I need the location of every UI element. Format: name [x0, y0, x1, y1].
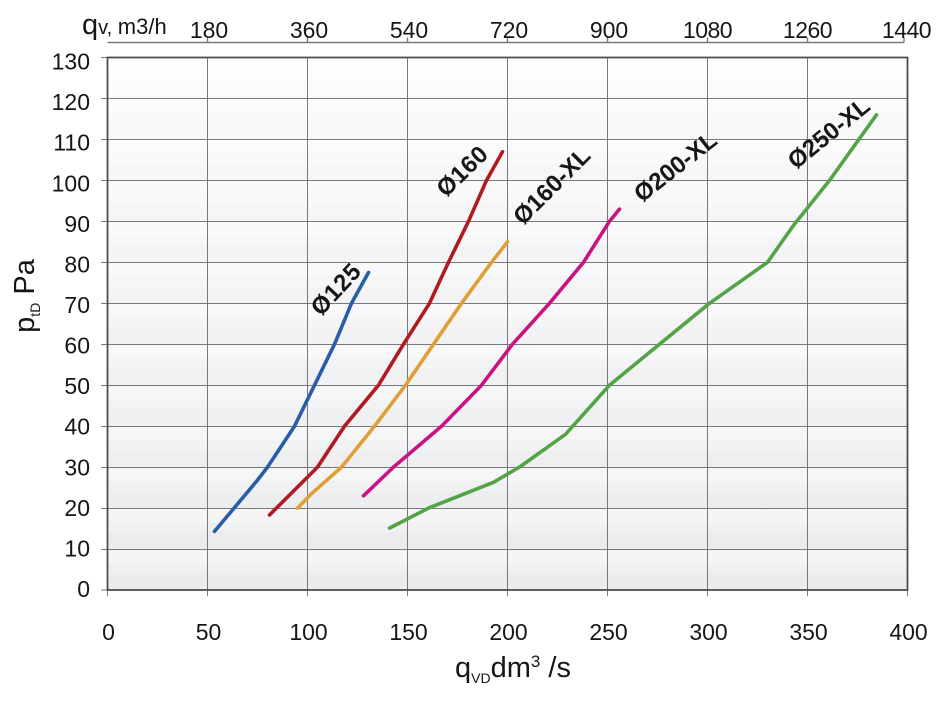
svg-text:120: 120	[52, 89, 90, 115]
svg-text:110: 110	[53, 130, 90, 156]
svg-text:350: 350	[789, 619, 827, 645]
svg-text:qv, m3/h: qv, m3/h	[82, 9, 167, 41]
svg-text:130: 130	[52, 49, 90, 75]
svg-text:180: 180	[190, 17, 228, 43]
svg-text:0: 0	[77, 576, 90, 602]
svg-text:70: 70	[64, 292, 90, 318]
svg-text:50: 50	[64, 373, 90, 399]
svg-text:360: 360	[290, 17, 328, 43]
svg-text:qVDdm3 /s: qVDdm3 /s	[455, 652, 571, 686]
svg-text:1440: 1440	[882, 17, 931, 43]
svg-text:200: 200	[489, 619, 527, 645]
svg-text:50: 50	[196, 619, 222, 645]
svg-text:540: 540	[390, 17, 428, 43]
svg-text:0: 0	[102, 619, 115, 645]
svg-text:30: 30	[64, 454, 90, 480]
svg-text:80: 80	[64, 251, 90, 277]
svg-text:100: 100	[52, 170, 90, 196]
svg-text:100: 100	[289, 619, 327, 645]
svg-text:400: 400	[889, 619, 927, 645]
svg-text:900: 900	[590, 17, 628, 43]
svg-text:300: 300	[689, 619, 727, 645]
svg-text:ptD Pa: ptD Pa	[9, 258, 43, 333]
svg-text:1080: 1080	[683, 17, 732, 43]
svg-text:250: 250	[589, 619, 627, 645]
svg-text:10: 10	[64, 535, 90, 561]
svg-text:720: 720	[490, 17, 528, 43]
svg-text:1260: 1260	[783, 17, 832, 43]
svg-text:20: 20	[64, 495, 90, 521]
svg-text:40: 40	[64, 414, 90, 440]
svg-text:90: 90	[64, 211, 90, 237]
svg-text:60: 60	[64, 333, 90, 359]
svg-text:150: 150	[389, 619, 427, 645]
